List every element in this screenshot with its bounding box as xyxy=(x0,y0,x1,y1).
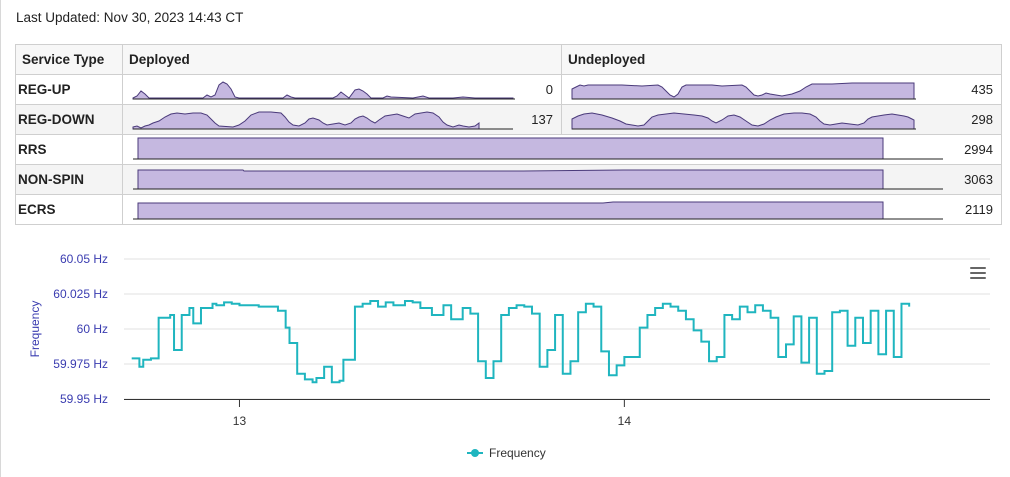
frequency-chart-svg: 59.95 Hz 59.975 Hz 60 Hz 60.025 Hz 60.05 Hz 1… xyxy=(28,252,990,460)
sparkline-area xyxy=(137,169,884,190)
table-row: RRS 2994 xyxy=(15,134,1002,165)
frequency-chart: 59.95 Hz 59.975 Hz 60 Hz 60.025 Hz 60.05 Hz 1… xyxy=(0,240,1010,477)
service-type-label: REG-DOWN xyxy=(15,104,123,135)
service-type-label: ECRS xyxy=(15,194,123,225)
y-tick-label: 59.975 Hz xyxy=(53,357,108,371)
table-row: REG-UP 0 435 xyxy=(15,74,1002,105)
sparkline-area xyxy=(132,111,480,130)
legend-marker xyxy=(471,449,479,457)
rrs-sparkline xyxy=(133,137,943,160)
service-type-label: REG-UP xyxy=(15,74,123,105)
header-undeployed: Undeployed xyxy=(561,44,1002,75)
regup-undeployed-sparkline xyxy=(571,82,916,100)
header-deployed: Deployed xyxy=(122,44,562,75)
sparkline-area xyxy=(137,201,884,220)
sparkline-area xyxy=(137,137,884,160)
last-updated-label: Last Updated: Nov 30, 2023 14:43 CT xyxy=(16,10,244,25)
y-tick-label: 60 Hz xyxy=(77,322,108,336)
sparkline-cell: 3063 xyxy=(122,164,1002,195)
x-tick-label: 13 xyxy=(233,414,247,428)
y-tick-label: 60.05 Hz xyxy=(60,252,108,266)
y-tick-label: 59.95 Hz xyxy=(60,392,108,406)
legend-label: Frequency xyxy=(489,446,546,460)
chart-menu-icon[interactable] xyxy=(970,267,986,279)
sparkline-cell: 137 xyxy=(122,104,562,135)
sparkline-cell: 2119 xyxy=(122,194,1002,225)
total-value: 2119 xyxy=(965,202,993,217)
regup-deployed-sparkline xyxy=(132,81,515,100)
total-value: 2994 xyxy=(964,142,993,157)
sparkline-area xyxy=(571,112,915,130)
sparkline-cell: 2994 xyxy=(122,134,1002,165)
table-row: NON-SPIN 3063 xyxy=(15,164,1002,195)
frequency-series-line xyxy=(131,300,911,384)
service-type-label: RRS xyxy=(15,134,123,165)
table-row: ECRS 2119 xyxy=(15,194,1002,225)
deployed-value: 137 xyxy=(531,112,553,127)
sparkline-cell: 298 xyxy=(561,104,1002,135)
y-tick-label: 60.025 Hz xyxy=(53,287,108,301)
total-value: 3063 xyxy=(964,172,993,187)
sparkline-cell: 435 xyxy=(561,74,1002,105)
header-service-type: Service Type xyxy=(15,44,123,75)
undeployed-value: 435 xyxy=(971,82,993,97)
service-table: Service Type Deployed Undeployed REG-UP … xyxy=(15,44,1002,225)
sparkline-cell: 0 xyxy=(122,74,562,105)
sparkline-area xyxy=(571,82,915,100)
undeployed-value: 298 xyxy=(971,112,993,127)
ecrs-sparkline xyxy=(133,201,943,220)
deployed-value: 0 xyxy=(545,82,553,97)
table-row: REG-DOWN 137 298 xyxy=(15,104,1002,135)
x-tick-label: 14 xyxy=(618,414,632,428)
regdown-deployed-sparkline xyxy=(132,111,513,130)
y-axis-title: Frequency xyxy=(28,301,42,358)
nonspin-sparkline xyxy=(133,169,943,190)
sparkline-area xyxy=(132,81,514,100)
window-edge xyxy=(0,0,1,477)
regdown-undeployed-sparkline xyxy=(571,112,916,130)
service-type-label: NON-SPIN xyxy=(15,164,123,195)
